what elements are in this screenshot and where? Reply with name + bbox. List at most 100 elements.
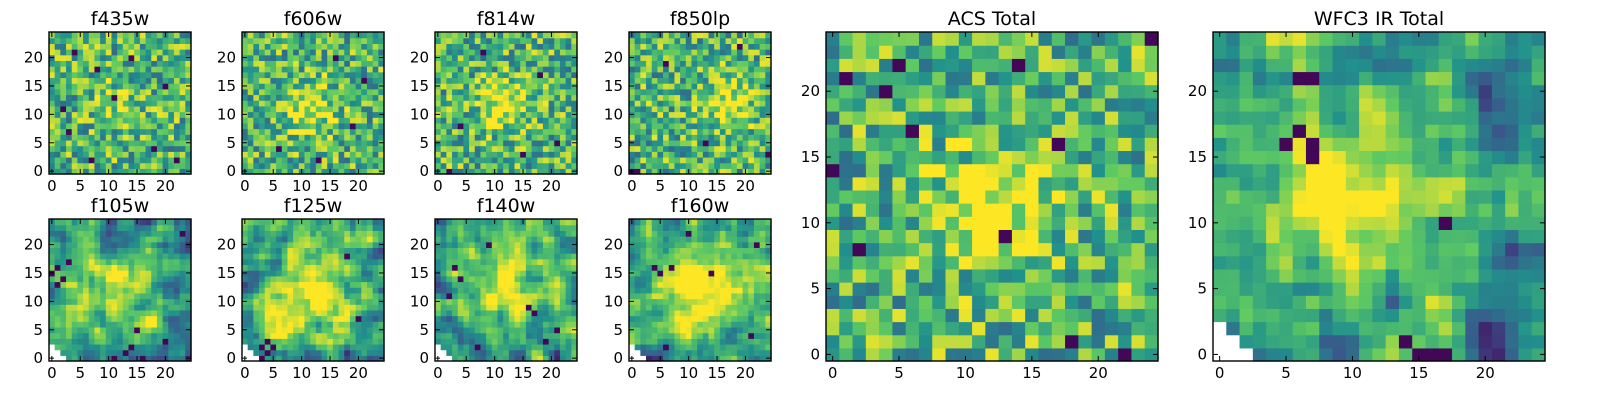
heatmap-cell: [457, 309, 464, 317]
heatmap-cell: [355, 151, 362, 158]
heatmap-cell: [321, 66, 328, 73]
heatmap-cell: [719, 122, 727, 130]
heatmap-cell: [486, 326, 493, 334]
heatmap-cell: [264, 253, 271, 260]
heatmap-cell: [88, 241, 96, 248]
heatmap-cell: [270, 315, 277, 322]
heatmap-cell: [49, 247, 56, 254]
heatmap-cell: [497, 37, 504, 44]
heatmap-cell: [452, 66, 459, 73]
heatmap-cell: [156, 247, 164, 254]
heatmap-cell: [298, 151, 306, 158]
heatmap-cell: [122, 139, 130, 147]
heatmap-cell: [542, 43, 550, 50]
heatmap-cell: [366, 100, 374, 107]
heatmap-cell: [270, 66, 277, 73]
heatmap-cell: [440, 309, 447, 317]
axes-frame: [241, 218, 385, 362]
heatmap-cell: [372, 236, 379, 243]
heatmap-cell: [759, 83, 766, 90]
heatmap-cell: [293, 343, 300, 351]
heatmap-cell: [117, 275, 124, 283]
heatmap-cell: [697, 66, 704, 73]
heatmap-cell: [321, 326, 328, 334]
heatmap-cell: [327, 151, 334, 158]
heatmap-cell: [105, 309, 113, 317]
heatmap-cell: [179, 219, 186, 226]
heatmap-cell: [168, 156, 175, 164]
heatmap-cell: [139, 139, 147, 147]
heatmap-cell: [71, 43, 78, 50]
heatmap-cell: [452, 355, 459, 362]
heatmap-cell: [514, 100, 521, 107]
heatmap-cell: [111, 355, 118, 362]
heatmap-cell: [680, 134, 687, 141]
heatmap-cell: [344, 219, 351, 226]
heatmap-cell: [298, 321, 306, 328]
heatmap-cell: [554, 88, 561, 96]
heatmap-cell: [105, 83, 113, 90]
heatmap-cell: [83, 105, 90, 113]
heatmap-cell: [315, 66, 323, 73]
heatmap-cell: [457, 326, 464, 334]
heatmap-cell: [378, 315, 385, 322]
heatmap-cell: [259, 270, 266, 277]
heatmap-cell: [83, 332, 90, 339]
heatmap-cell: [702, 332, 710, 339]
heatmap-cell: [525, 49, 533, 56]
heatmap-cell: [128, 60, 135, 67]
heatmap-cell: [327, 241, 334, 248]
heatmap-cell: [753, 281, 761, 288]
heatmap-cell: [94, 32, 101, 39]
heatmap-cell: [287, 338, 294, 345]
heatmap-cell: [145, 224, 152, 231]
heatmap-cell: [731, 94, 738, 101]
heatmap-cell: [480, 117, 487, 124]
heatmap-cell: [242, 343, 249, 351]
heatmap-cell: [748, 343, 755, 351]
heatmap-cell: [571, 66, 578, 73]
heatmap-cell: [77, 349, 84, 356]
heatmap-cell: [94, 77, 101, 84]
heatmap-cell: [332, 304, 340, 311]
heatmap-cell: [514, 304, 521, 311]
heatmap-cell: [457, 60, 464, 67]
heatmap-cell: [298, 292, 306, 300]
heatmap-cell: [151, 77, 158, 84]
heatmap-cell: [293, 168, 300, 175]
heatmap-cell: [457, 66, 464, 73]
heatmap-cell: [435, 128, 442, 135]
heatmap-cell: [242, 49, 249, 56]
heatmap-cell: [134, 332, 141, 339]
heatmap-cell: [674, 94, 681, 101]
heatmap-cell: [685, 128, 693, 135]
heatmap-cell: [571, 88, 578, 96]
heatmap-cell: [168, 247, 175, 254]
heatmap-cell: [276, 253, 283, 260]
x-tick-label: 15: [513, 177, 532, 195]
heatmap-cell: [185, 151, 192, 158]
heatmap-cell: [71, 88, 78, 96]
heatmap-cell: [640, 145, 647, 152]
heatmap-cell: [463, 54, 470, 61]
heatmap-cell: [310, 321, 317, 328]
heatmap-cell: [293, 100, 300, 107]
heatmap-cell: [344, 54, 351, 61]
heatmap-cell: [134, 270, 141, 277]
heatmap-cell: [725, 100, 732, 107]
heatmap-cell: [446, 224, 453, 231]
heatmap-cell: [668, 100, 676, 107]
heatmap-cell: [531, 162, 538, 169]
heatmap-cell: [281, 275, 289, 283]
heatmap-cell: [349, 37, 357, 44]
heatmap-cell: [77, 315, 84, 322]
heatmap-cell: [111, 139, 118, 147]
heatmap-cell: [71, 134, 78, 141]
heatmap-cell: [111, 88, 118, 96]
heatmap-cell: [731, 83, 738, 90]
heatmap-cell: [554, 122, 561, 130]
heatmap-cell: [60, 275, 67, 283]
heatmap-cell: [83, 122, 90, 130]
heatmap-cell: [719, 349, 727, 356]
heatmap-cell: [281, 151, 289, 158]
